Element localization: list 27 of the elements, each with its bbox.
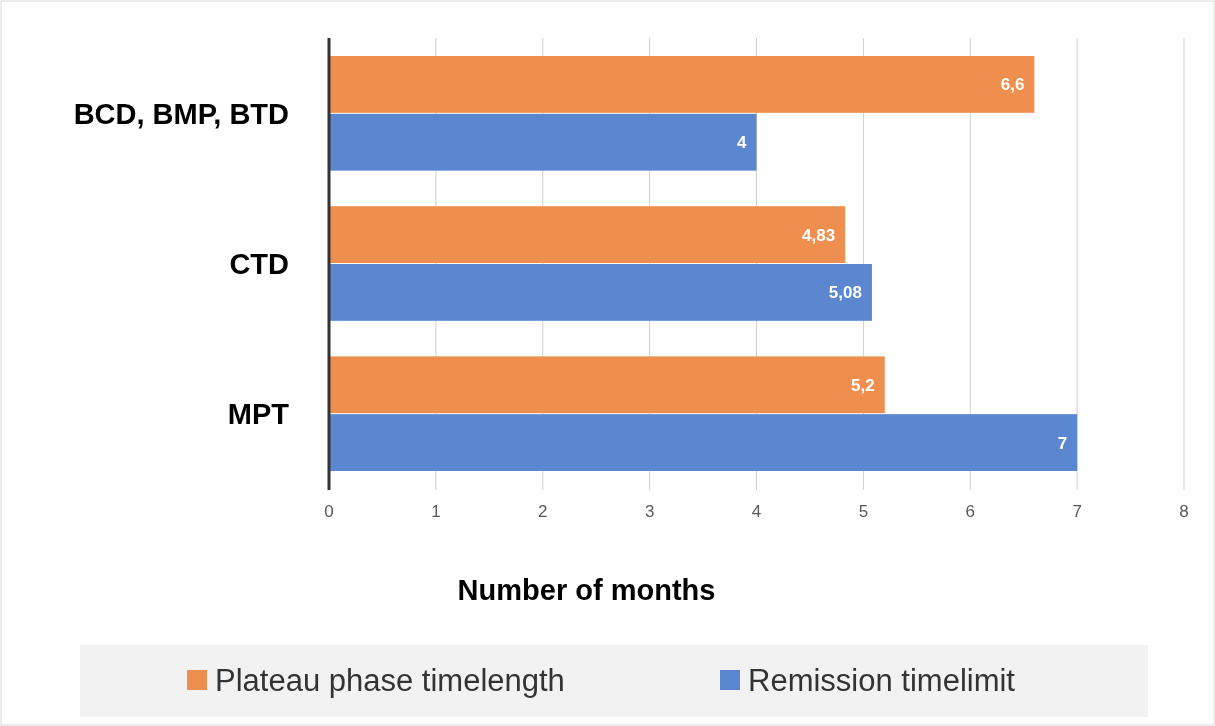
x-axis-title: Number of months xyxy=(457,574,716,606)
legend-label: Plateau phase timelength xyxy=(215,662,565,698)
legend-label: Remission timelimit xyxy=(748,662,1016,698)
x-tick-label: 4 xyxy=(751,502,762,521)
data-label: 5,08 xyxy=(828,283,862,303)
y-tick-label: BCD, BMP, BTD xyxy=(73,97,289,130)
y-tick-label: CTD xyxy=(229,248,289,280)
x-tick-label: 1 xyxy=(431,502,441,521)
data-label: 5,2 xyxy=(851,375,875,395)
bar xyxy=(329,206,846,263)
y-tick-label: MPT xyxy=(227,398,290,431)
bar xyxy=(329,56,1035,113)
bar xyxy=(329,414,1078,471)
x-tick-label: 5 xyxy=(858,502,869,521)
x-tick-label: 0 xyxy=(324,502,334,521)
x-tick-label: 6 xyxy=(965,502,975,521)
x-tick-label: 2 xyxy=(538,502,548,521)
bar xyxy=(329,264,872,321)
bar xyxy=(329,356,885,414)
data-label: 4 xyxy=(737,133,748,153)
x-tick-label: 3 xyxy=(644,502,655,521)
data-label: 4,83 xyxy=(802,225,836,245)
x-tick-label: 7 xyxy=(1072,502,1082,521)
bar xyxy=(329,113,757,171)
data-label: 7 xyxy=(1057,433,1068,453)
data-label: 6,6 xyxy=(1000,75,1025,95)
x-tick-label: 8 xyxy=(1179,502,1189,521)
